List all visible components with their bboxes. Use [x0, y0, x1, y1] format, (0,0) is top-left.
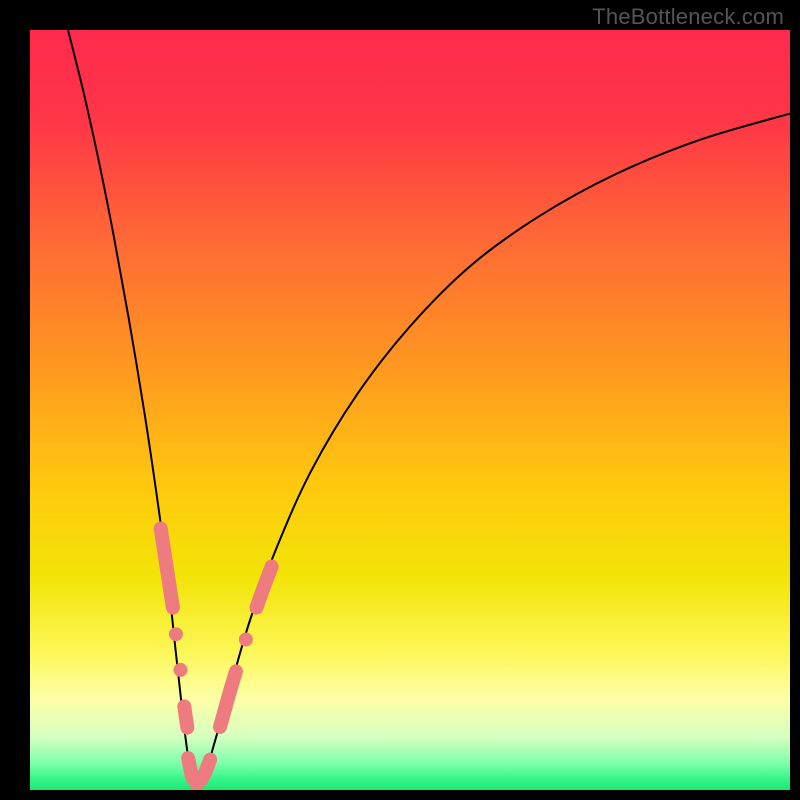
bottleneck-chart: [0, 0, 800, 800]
marker-dot: [173, 663, 187, 677]
marker-pill: [184, 706, 187, 727]
watermark-text: TheBottleneck.com: [592, 4, 784, 30]
chart-container: TheBottleneck.com: [0, 0, 800, 800]
marker-dot: [239, 633, 253, 647]
marker-dot: [169, 627, 183, 641]
